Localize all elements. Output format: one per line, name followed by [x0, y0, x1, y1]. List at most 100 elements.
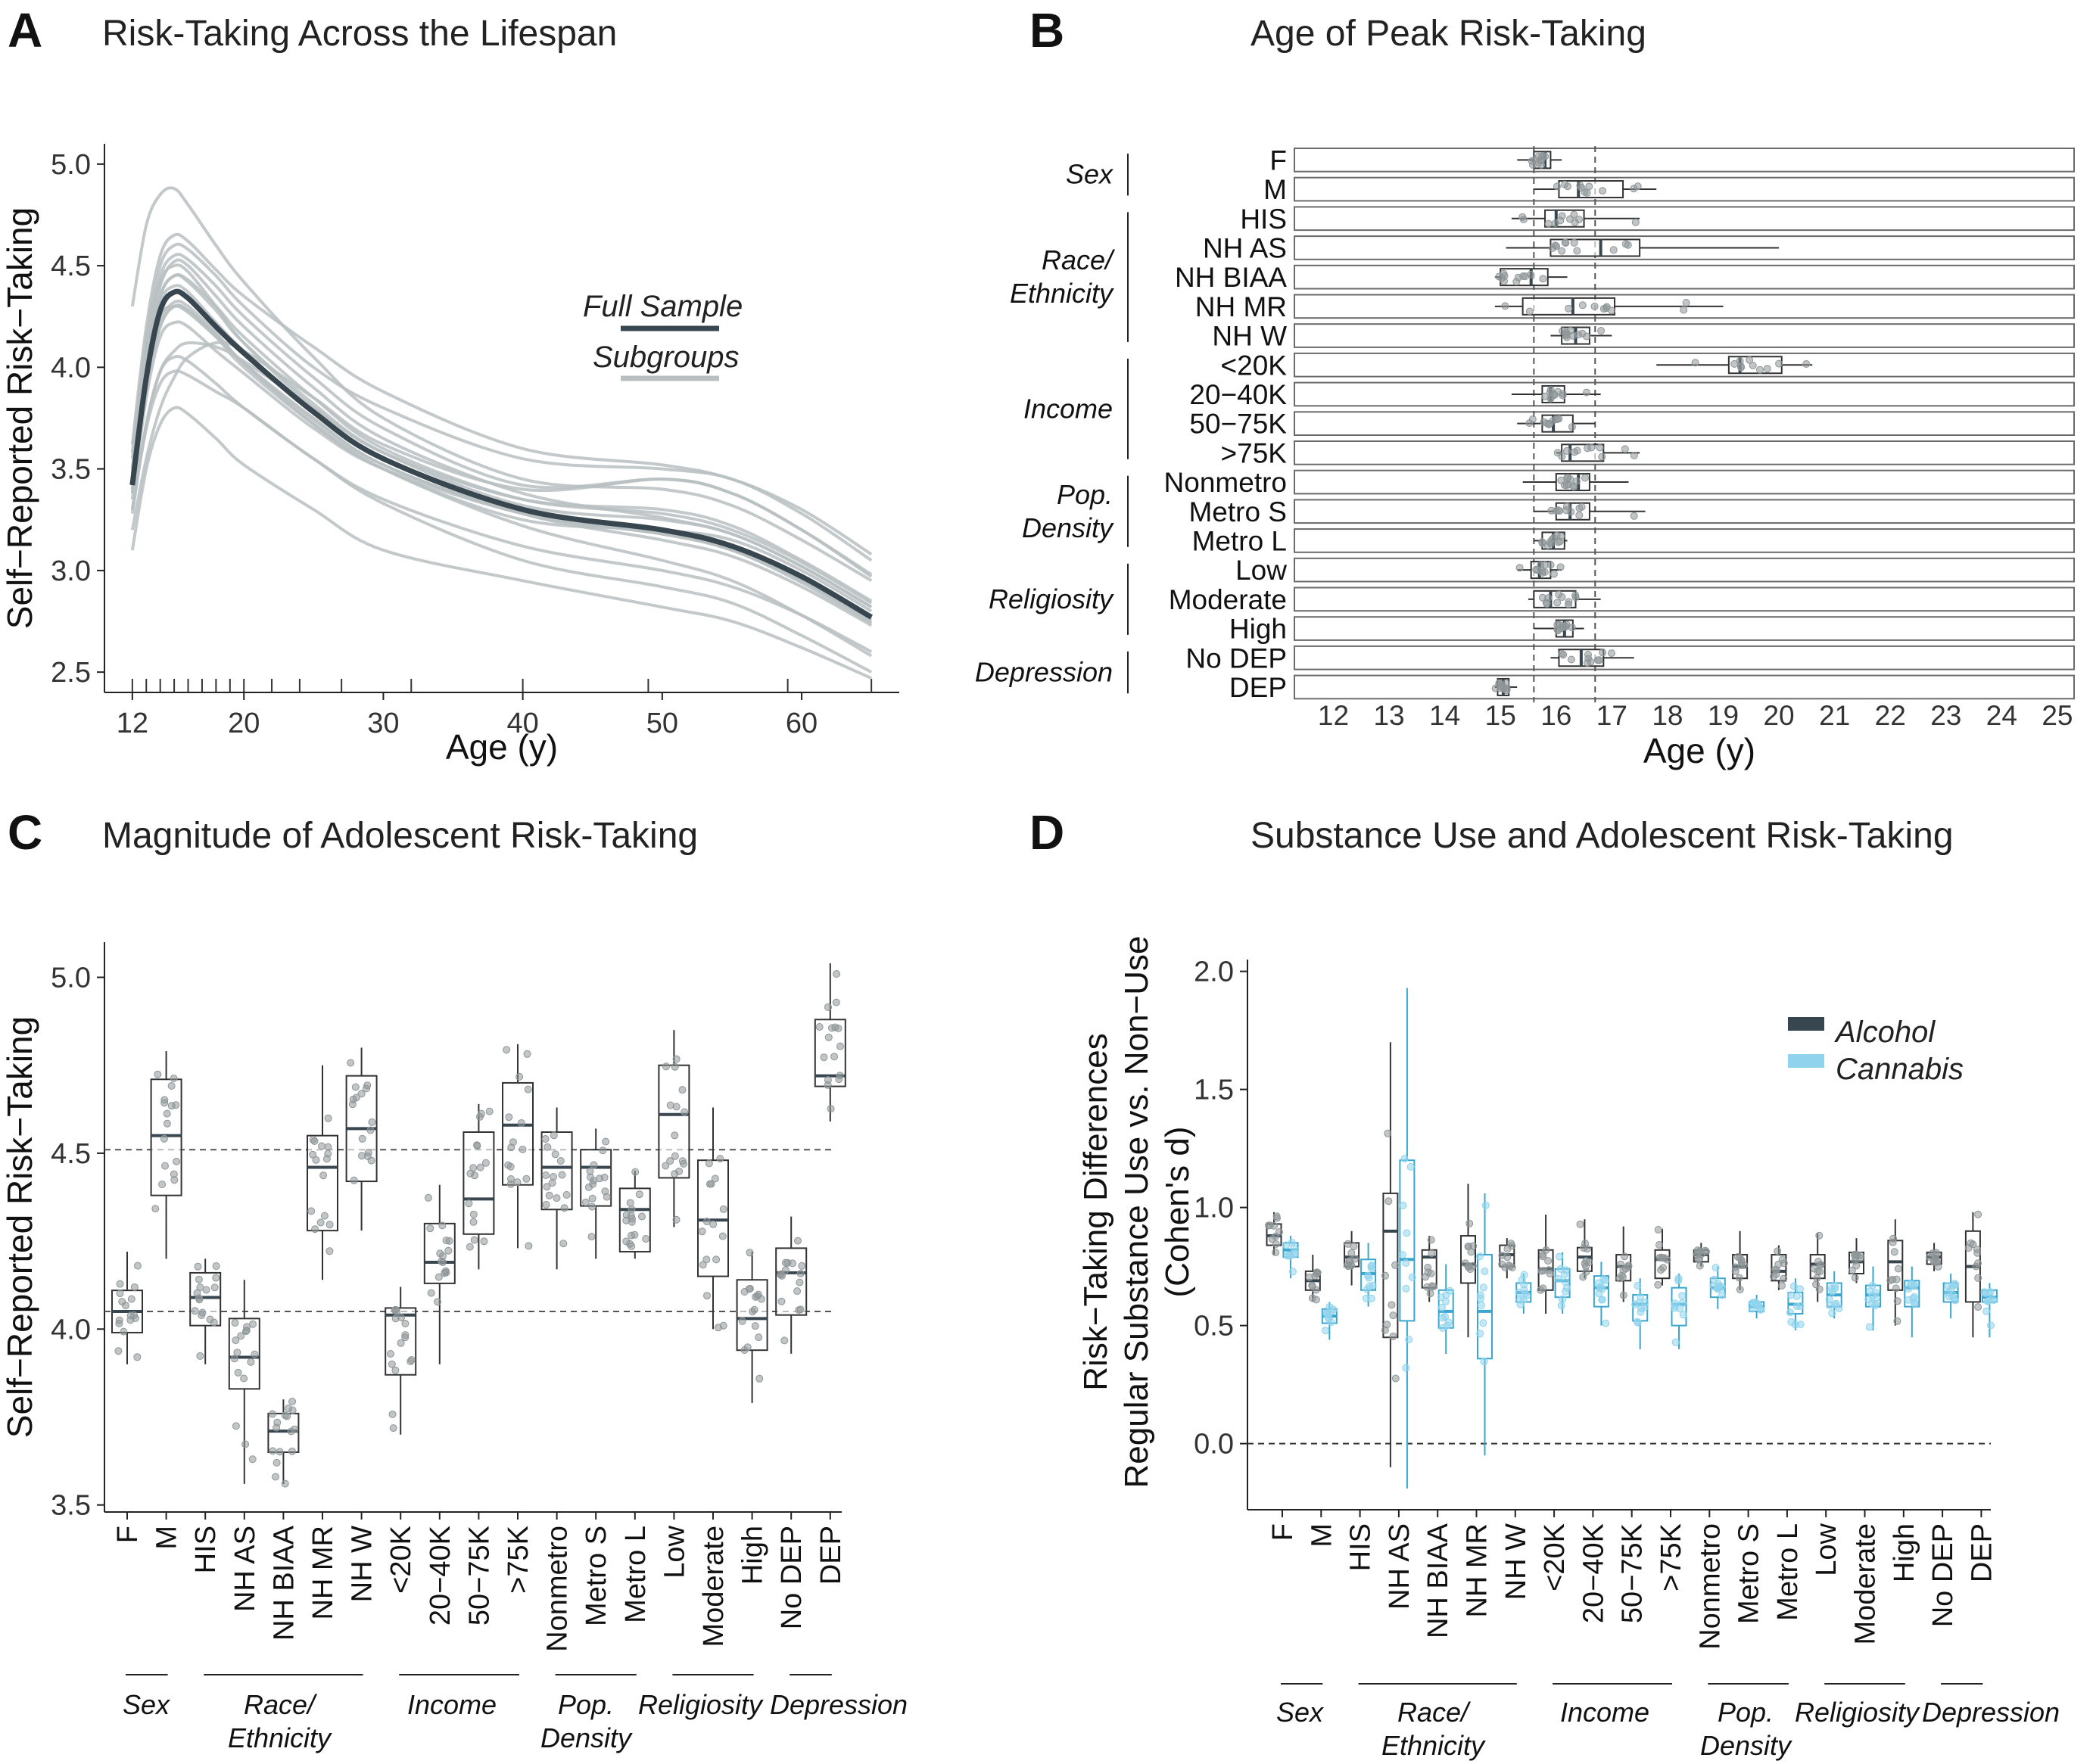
panel-c-category-label: <20K — [385, 1526, 417, 1594]
panel-d-alcohol-point — [1579, 1273, 1587, 1281]
panel-c-point — [324, 1114, 332, 1122]
panel-b-point — [1498, 274, 1506, 282]
panel-d-alcohol-point — [1428, 1249, 1436, 1258]
panel-c-point — [397, 1314, 405, 1322]
panel-d-cannabis-point — [1437, 1303, 1446, 1311]
panel-a-y-tick-label: 4.5 — [51, 250, 91, 282]
panel-b-point — [1562, 446, 1571, 455]
panel-c-point — [672, 1103, 681, 1111]
panel-d-cannabis-point — [1835, 1304, 1843, 1312]
panel-c-category-label: >75K — [503, 1526, 534, 1594]
panel-a-subgroup-line — [130, 355, 873, 674]
panel-d-cannabis-point — [1479, 1319, 1487, 1327]
panel-c-point — [581, 1198, 590, 1206]
panel-d-cannabis-point — [1403, 1229, 1411, 1237]
panel-d-alcohol-point — [1576, 1220, 1584, 1228]
panel-c-point — [388, 1360, 396, 1368]
panel-c-point — [438, 1221, 447, 1230]
panel-c-point — [543, 1183, 551, 1191]
panel-c-box — [502, 1081, 534, 1186]
panel-c-point — [795, 1306, 803, 1314]
panel-c-point — [320, 1212, 329, 1220]
panel-d-alcohol-point — [1344, 1240, 1352, 1248]
panel-c-point — [232, 1336, 240, 1345]
panel-b-point — [1553, 449, 1562, 457]
panel-d-group-label: Income — [1560, 1697, 1649, 1728]
panel-d-cannabis-point — [1443, 1321, 1451, 1330]
panel-b-point — [1599, 305, 1608, 313]
panel-d-cannabis-point — [1786, 1308, 1794, 1317]
panel-d-category-label: Metro S — [1733, 1523, 1765, 1624]
panel-d-y-tick-label: 2.0 — [1194, 957, 1234, 988]
panel-c-point — [310, 1137, 319, 1145]
panel-b-group-label: Pop. — [1057, 479, 1113, 510]
panel-c-point — [586, 1167, 594, 1175]
panel-d-alcohol-point — [1654, 1226, 1662, 1234]
panel-b-category-label: Nonmetro — [1164, 467, 1287, 498]
panel-d-alcohol-point — [1544, 1257, 1553, 1265]
panel-d-cannabis-point — [1402, 1364, 1410, 1372]
panel-a-x-tick-label: 30 — [367, 708, 399, 739]
panel-c-point — [288, 1447, 296, 1455]
panel-c-point — [562, 1191, 571, 1199]
panel-c-point — [465, 1199, 473, 1208]
panel-c-point — [401, 1333, 410, 1342]
panel-b-point — [1736, 357, 1744, 366]
panel-c-point — [170, 1170, 178, 1178]
panel-c-point — [628, 1206, 636, 1213]
panel-d-alcohol-point — [1733, 1252, 1742, 1261]
panel-c-point — [820, 1053, 828, 1062]
panel-d-alcohol-point — [1812, 1280, 1820, 1289]
panel-b-point — [1559, 390, 1567, 398]
panel-c-point — [628, 1215, 636, 1223]
panel-d-alcohol-point — [1272, 1232, 1280, 1240]
panel-b-point — [1553, 242, 1560, 250]
panel-c-point — [212, 1274, 220, 1282]
panel-c-point — [130, 1283, 139, 1291]
panel-d-cannabis-point — [1637, 1308, 1645, 1316]
panel-d-alcohol-point — [1391, 1261, 1400, 1269]
panel-b-point — [1621, 445, 1629, 453]
panel-c-point — [325, 1247, 334, 1255]
panel-c-point — [439, 1252, 447, 1260]
panel-d-alcohol-point — [1469, 1262, 1477, 1270]
panel-c-point — [251, 1350, 259, 1358]
panel-c-category-label: DEP — [815, 1526, 847, 1585]
panel-b-x-tick-label: 15 — [1485, 700, 1516, 731]
panel-d-alcohol-point — [1272, 1240, 1280, 1248]
panel-b-category-label: 20−40K — [1189, 379, 1287, 410]
panel-d-cannabis-point — [1364, 1271, 1372, 1280]
panel-c-point — [635, 1190, 643, 1199]
panel-c-point — [114, 1347, 123, 1355]
panel-d-cannabis-point — [1911, 1300, 1919, 1308]
panel-b-point — [1560, 481, 1568, 489]
panel-d-category-label: HIS — [1345, 1523, 1377, 1571]
panel-b-row-frame — [1294, 148, 2075, 173]
panel-d-cannabis-point — [1446, 1286, 1454, 1295]
panel-b-point — [1547, 506, 1556, 515]
panel-c-category-label: F — [112, 1526, 144, 1543]
panel-c-point — [154, 1070, 162, 1078]
panel-a-x-tick-label: 20 — [228, 708, 260, 739]
panel-b-point — [1596, 443, 1604, 452]
panel-b-point — [1599, 649, 1607, 657]
panel-b-row-frame — [1294, 294, 2075, 319]
panel-d-alcohol-point — [1391, 1374, 1400, 1383]
panel-c-point — [746, 1249, 754, 1257]
panel-c-point — [702, 1255, 711, 1264]
panel-b-point — [1568, 423, 1576, 431]
panel-c-box — [189, 1271, 222, 1327]
panel-d-alcohol-point — [1621, 1252, 1629, 1261]
panel-c-point — [749, 1308, 757, 1316]
panel-d-cannabis-point — [1867, 1299, 1876, 1308]
panel-b-point — [1546, 386, 1555, 394]
panel-d-cannabis-point — [1557, 1302, 1565, 1310]
panel-b-letter: B — [1029, 3, 1064, 58]
panel-c-point — [590, 1161, 598, 1169]
panel-d-alcohol-point — [1389, 1332, 1397, 1340]
panel-d-y-tick-label: 1.5 — [1194, 1075, 1234, 1106]
panel-d-cannabis-point — [1288, 1239, 1296, 1246]
panel-d-alcohol-point — [1621, 1265, 1630, 1273]
panel-c-point — [626, 1199, 634, 1207]
panel-d-cannabis-point — [1678, 1299, 1687, 1307]
